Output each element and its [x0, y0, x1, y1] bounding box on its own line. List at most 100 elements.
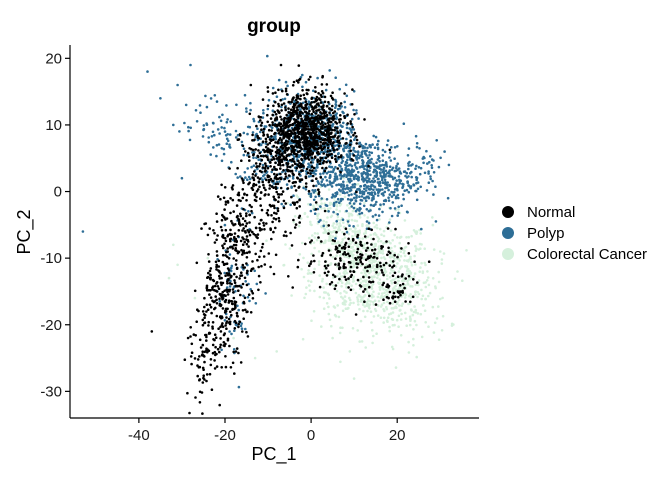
data-point: [381, 170, 384, 174]
data-point: [353, 185, 356, 189]
data-point: [247, 175, 251, 179]
data-point: [275, 146, 279, 149]
data-point: [376, 143, 379, 146]
data-point: [263, 194, 267, 197]
y-axis-title: PC_2: [14, 209, 35, 254]
data-point: [277, 124, 281, 127]
data-point: [439, 156, 442, 160]
data-point: [211, 325, 214, 329]
data-point: [427, 181, 431, 184]
data-point: [420, 297, 424, 301]
data-point: [328, 149, 332, 152]
data-point: [304, 157, 307, 160]
data-point: [301, 85, 304, 89]
data-point: [307, 78, 311, 81]
data-point: [324, 111, 327, 114]
data-point: [346, 197, 350, 201]
data-point: [426, 162, 429, 165]
data-point: [391, 295, 395, 298]
data-point: [183, 121, 186, 125]
data-point: [404, 277, 408, 280]
data-point: [347, 245, 351, 249]
data-point: [310, 239, 314, 242]
data-point: [287, 174, 291, 177]
data-point: [233, 372, 236, 375]
data-point: [346, 222, 350, 226]
data-point: [378, 207, 381, 211]
data-point: [275, 212, 278, 215]
data-point: [249, 288, 252, 291]
data-point: [367, 221, 371, 225]
data-point: [304, 135, 308, 138]
data-point: [372, 264, 375, 268]
data-point: [187, 129, 190, 133]
data-point: [314, 201, 318, 204]
data-point: [280, 141, 284, 144]
data-point: [309, 161, 313, 164]
data-point: [316, 214, 319, 217]
data-point: [317, 103, 320, 107]
data-point: [348, 282, 351, 285]
data-point: [343, 92, 346, 95]
data-point: [266, 174, 270, 178]
data-point: [413, 305, 416, 308]
data-point: [401, 282, 405, 286]
data-point: [396, 255, 399, 259]
data-point: [269, 265, 272, 269]
data-point: [358, 202, 362, 206]
data-point: [371, 275, 374, 279]
data-point: [208, 303, 212, 307]
data-point: [357, 156, 361, 160]
data-point: [388, 264, 392, 267]
data-point: [272, 272, 276, 276]
data-point: [373, 242, 377, 246]
data-point: [292, 96, 295, 99]
data-point: [431, 216, 434, 219]
data-point: [220, 218, 224, 222]
data-point: [351, 88, 354, 91]
data-point: [215, 265, 218, 269]
data-point: [376, 304, 380, 307]
data-point: [215, 314, 219, 318]
data-point: [348, 350, 352, 353]
data-point: [347, 237, 350, 241]
data-point: [216, 347, 220, 351]
data-point: [329, 170, 333, 174]
data-point: [401, 182, 404, 186]
data-point: [311, 151, 315, 154]
data-point: [222, 147, 226, 151]
data-point: [224, 309, 227, 313]
data-point: [298, 165, 302, 169]
data-point: [364, 249, 368, 252]
data-point: [346, 252, 350, 256]
data-point: [313, 148, 316, 151]
data-point: [293, 203, 296, 206]
data-point: [251, 173, 255, 176]
data-point: [248, 177, 252, 181]
data-point: [178, 130, 181, 133]
data-point: [233, 300, 236, 304]
data-point: [345, 180, 349, 184]
data-point: [317, 188, 320, 191]
data-point: [274, 113, 278, 116]
data-point: [359, 319, 363, 323]
data-point: [309, 203, 312, 206]
data-point: [425, 149, 428, 153]
data-point: [342, 149, 346, 153]
data-point: [344, 307, 348, 311]
data-point: [363, 300, 366, 304]
data-point: [382, 263, 386, 267]
data-point: [418, 147, 421, 150]
data-point: [294, 98, 298, 102]
data-point: [224, 365, 228, 369]
data-point: [251, 139, 254, 142]
data-point: [319, 140, 323, 144]
data-point: [261, 116, 265, 119]
data-point: [243, 276, 247, 280]
data-point: [338, 277, 341, 281]
data-point: [387, 199, 391, 202]
data-point: [316, 143, 320, 147]
data-point: [408, 160, 411, 164]
data-point: [259, 204, 263, 207]
data-point: [351, 261, 355, 265]
